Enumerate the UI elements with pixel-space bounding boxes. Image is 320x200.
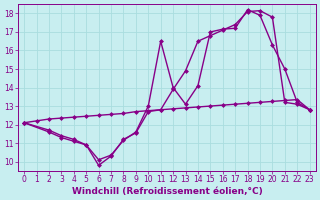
X-axis label: Windchill (Refroidissement éolien,°C): Windchill (Refroidissement éolien,°C) xyxy=(72,187,262,196)
